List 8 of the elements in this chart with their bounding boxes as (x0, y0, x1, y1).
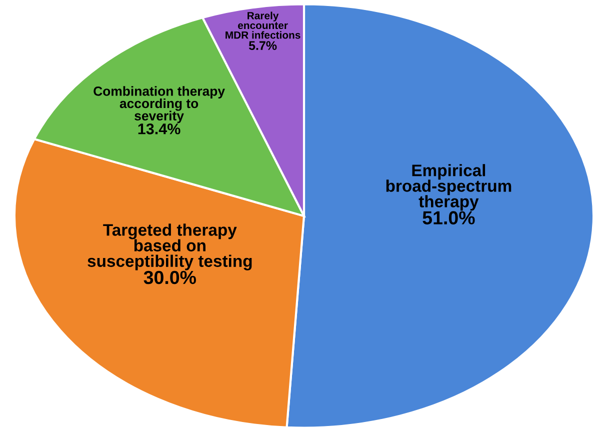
data-label: 13.4% (138, 124, 180, 134)
slice-label: Targeted therapy based on susceptibility testing (88, 224, 252, 270)
slice-label: Empirical broad-spectrum therapy (386, 164, 512, 211)
data-label: 51.0% (422, 211, 475, 224)
data-label: 5.7% (248, 41, 277, 50)
data-label: 30.0% (144, 270, 196, 284)
slice-label: Combination therapy according to severity (94, 86, 225, 124)
slice-label: Rarely encounter MDR infections (226, 12, 300, 39)
